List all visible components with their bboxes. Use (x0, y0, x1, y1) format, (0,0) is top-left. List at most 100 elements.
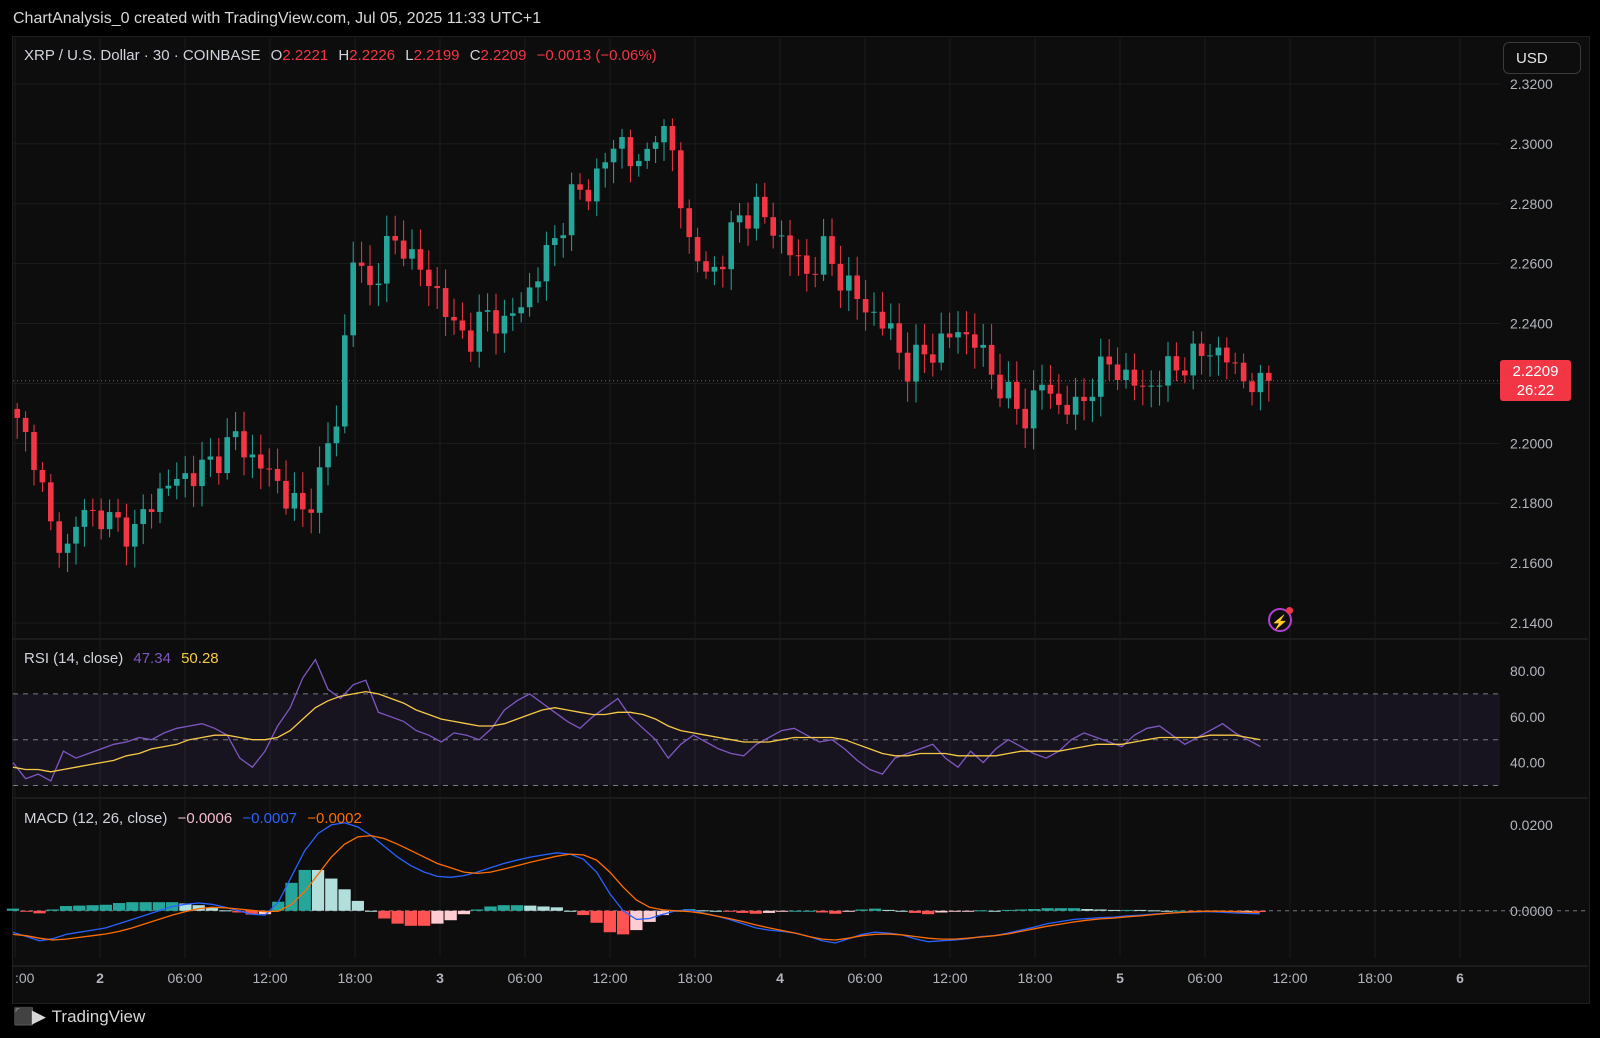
candle-body (367, 265, 373, 286)
candle-body (14, 408, 20, 418)
alert-bolt-icon[interactable]: ⚡ (1268, 608, 1292, 632)
candle-body (123, 517, 130, 547)
candle-body (854, 275, 860, 300)
price-tick-label: 2.3200 (1510, 76, 1553, 92)
candle-body (1148, 385, 1154, 387)
macd-hist-bar (882, 909, 895, 911)
candle-body (350, 262, 356, 336)
candle-body (174, 478, 180, 486)
candle-body (594, 168, 600, 202)
candle-body (1165, 356, 1171, 386)
macd-hist-bar (935, 910, 948, 913)
candle-body (577, 184, 583, 190)
candle-body (543, 245, 550, 282)
candle-body (39, 469, 46, 483)
candle-body (888, 323, 894, 329)
macd-hist-bar (868, 908, 882, 911)
close-label: C (469, 47, 481, 64)
candle-body (661, 125, 667, 143)
macd-hist-bar (311, 869, 325, 911)
candle-body (787, 235, 793, 256)
candle-body (81, 509, 88, 527)
candle-body (812, 273, 818, 275)
candle-body (526, 287, 533, 308)
candles-group (14, 118, 1272, 573)
x-tick-label: 12:00 (592, 970, 627, 986)
currency-button[interactable]: USD (1503, 42, 1581, 74)
watermark-header: ChartAnalysis_0 created with TradingView… (13, 10, 542, 27)
candle-body (602, 162, 608, 169)
candle-body (484, 310, 491, 312)
candle-body (753, 196, 760, 229)
candle-body (669, 125, 676, 151)
macd-hist-bar (1107, 909, 1120, 911)
candle-body (1215, 347, 1222, 356)
candle-body (140, 509, 146, 525)
candle-body (568, 184, 575, 236)
macd-hist-bar (285, 882, 298, 911)
macd-hist-bar (404, 910, 418, 926)
macd-tick-label: 0.0000 (1510, 903, 1553, 919)
symbol-title[interactable]: XRP / U.S. Dollar · 30 · COINBASE (24, 47, 261, 64)
candle-body (182, 473, 188, 479)
footer-brand[interactable]: ⬛▶ TradingView (13, 1007, 145, 1027)
macd-hist-bar (471, 909, 484, 911)
macd-title[interactable]: MACD (12, 26, close) (24, 810, 168, 827)
candle-body (1156, 385, 1163, 387)
macd-hist-bar (245, 910, 258, 915)
rsi-tick-label: 40.00 (1510, 755, 1545, 771)
macd-hist-bar (895, 910, 908, 912)
candle-body (552, 238, 558, 246)
candle-body (972, 334, 978, 348)
candle-body (652, 142, 659, 149)
macd-hist-bar (776, 910, 789, 912)
macd-signal-line (12, 834, 1260, 941)
candle-body (1005, 381, 1012, 399)
macd-hist-bar (802, 910, 815, 912)
macd-hist-bar (908, 910, 922, 913)
macd-hist-bar (1001, 909, 1014, 911)
candle-body (795, 255, 802, 257)
price-tick-label: 2.1600 (1510, 555, 1553, 571)
macd-hist-bar (948, 910, 961, 912)
macd-tick-label: 0.0200 (1510, 817, 1553, 833)
candle-body (938, 333, 944, 363)
candle-body (1014, 381, 1020, 409)
candle-body (1182, 370, 1188, 376)
candle-body (846, 275, 852, 291)
candle-body (955, 332, 961, 338)
macd-hist-bar (33, 910, 46, 914)
macd-hist-bar (590, 910, 603, 923)
candle-body (308, 509, 314, 513)
price-tick-label: 2.3000 (1510, 136, 1553, 152)
x-tick-label: 06:00 (507, 970, 542, 986)
candle-body (451, 316, 457, 321)
macd-hist-bar (99, 904, 112, 911)
macd-hist-bar (6, 908, 20, 911)
candle-body (199, 459, 205, 487)
candle-body (963, 332, 970, 335)
macd-hist-bar (789, 910, 802, 912)
macd-hist-bar (1028, 909, 1041, 911)
candle-body (585, 189, 592, 202)
macd-hist-bar (975, 910, 988, 912)
macd-hist-bar (152, 902, 166, 911)
macd-hist-bar (524, 905, 537, 911)
candle-body (627, 137, 634, 167)
x-tick-label: 18:00 (337, 970, 372, 986)
candle-body (1266, 372, 1272, 381)
macd-hist-bar (378, 910, 391, 919)
candle-body (1114, 364, 1121, 381)
macd-hist-bar (1120, 909, 1134, 911)
candle-body (98, 510, 104, 530)
macd-hist-bar (1014, 909, 1028, 911)
rsi-title[interactable]: RSI (14, close) (24, 650, 124, 667)
candle-body (1190, 343, 1196, 376)
candle-body (946, 333, 953, 338)
x-tick-label: 12:00 (1272, 970, 1307, 986)
candle-body (1232, 362, 1238, 364)
macd-line (12, 822, 1260, 944)
macd-hist-bar (603, 910, 616, 933)
macd-hist-bar (1160, 910, 1174, 912)
